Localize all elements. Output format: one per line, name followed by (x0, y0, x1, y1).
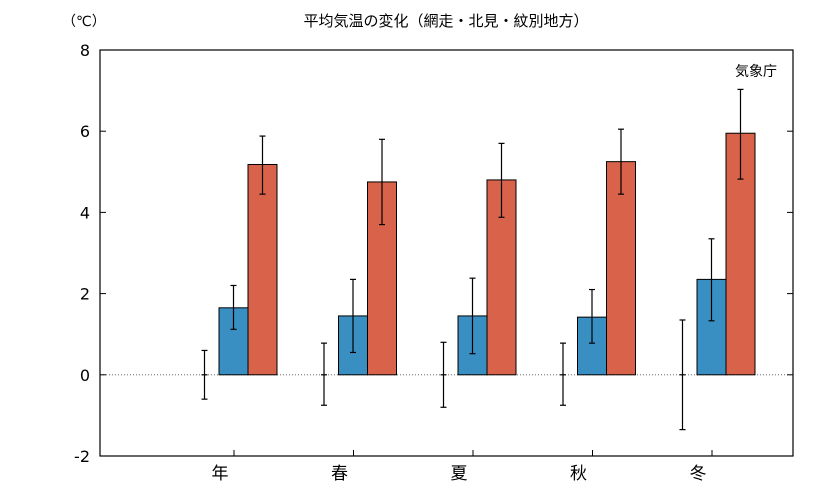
chart-title: 平均気温の変化（網走・北見・紋別地方） (303, 12, 588, 30)
y-tick-label: 4 (80, 203, 90, 222)
x-tick-label: 冬 (690, 464, 707, 484)
credit-label: 気象庁 (735, 64, 777, 80)
plot-area: -2 0 2 4 6 8 年 春 夏 秋 冬 (74, 41, 794, 484)
x-tick-label: 夏 (451, 464, 468, 484)
y-tick-label: -2 (74, 447, 90, 466)
bar (725, 132, 756, 376)
plot-frame (99, 49, 794, 457)
y-tick-label: 6 (80, 122, 90, 141)
bar (247, 163, 278, 376)
y-tick-label: 0 (80, 366, 90, 385)
x-tick-label: 年 (212, 464, 229, 484)
y-tick-label: 8 (80, 41, 90, 60)
y-tick-label: 2 (80, 285, 90, 304)
x-tick-label: 秋 (570, 464, 587, 484)
x-tick-label: 春 (331, 464, 348, 484)
y-unit-label: （℃） (62, 14, 106, 30)
bar (606, 161, 636, 376)
